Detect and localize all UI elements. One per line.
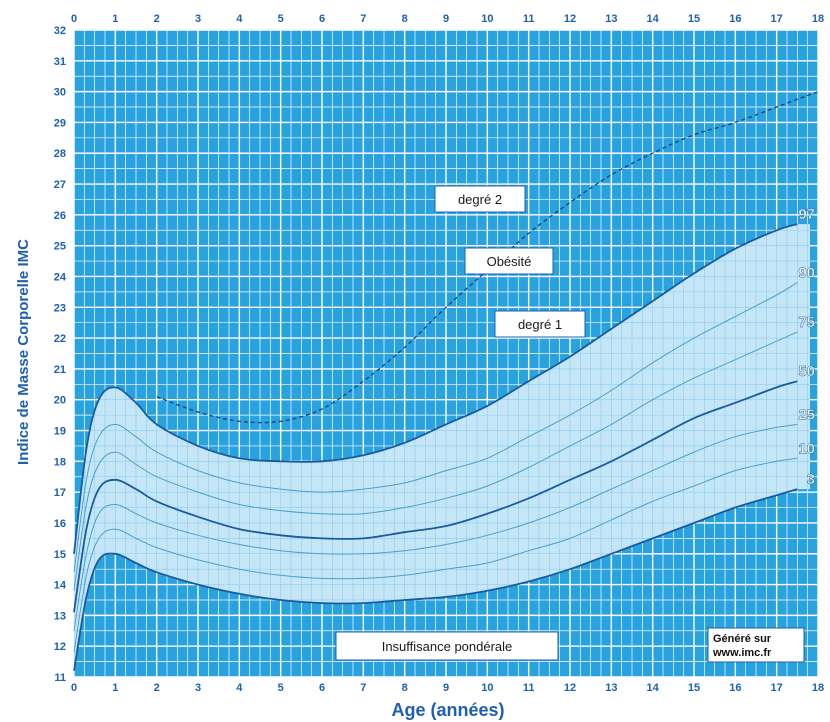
y-tick-label: 13: [54, 610, 66, 622]
x-tick-label-bottom: 5: [278, 682, 284, 694]
obesite-label: Obésité: [487, 254, 532, 269]
x-tick-labels-top: 0 1 2 3 4 5 6 7 8 9 10 11 12 13 14 15 16 17 18: [71, 13, 824, 25]
y-tick-label: 29: [54, 117, 66, 129]
x-tick-label-bottom: 10: [481, 682, 493, 694]
y-tick-label: 22: [54, 333, 66, 345]
percentile-50-line: [73, 380, 798, 613]
credit-line-2: www.imc.fr: [712, 647, 772, 659]
x-tick-label-top: 0: [71, 13, 77, 25]
y-tick-label: 15: [54, 549, 66, 561]
x-tick-label-bottom: 6: [319, 682, 325, 694]
y-tick-label: 31: [54, 56, 66, 68]
x-tick-label-bottom: 11: [523, 682, 535, 694]
percentile-50-label: 50: [798, 363, 815, 380]
y-tick-label: 21: [54, 364, 66, 376]
y-tick-label: 20: [54, 395, 66, 407]
x-tick-label-top: 16: [729, 13, 741, 25]
x-tick-label-top: 5: [278, 13, 284, 25]
y-tick-label: 16: [54, 518, 66, 530]
x-tick-label-top: 13: [605, 13, 617, 25]
percentile-3-label: 3: [807, 471, 815, 488]
x-tick-label-bottom: 15: [688, 682, 700, 694]
x-tick-label-bottom: 13: [605, 682, 617, 694]
percentile-25-label: 25: [798, 406, 815, 423]
y-tick-label: 26: [54, 210, 66, 222]
x-tick-label-top: 2: [154, 13, 160, 25]
y-tick-label: 19: [54, 426, 66, 438]
percentile-band: [74, 224, 810, 671]
x-tick-label-bottom: 0: [71, 682, 77, 694]
y-tick-label: 25: [54, 241, 66, 253]
y-tick-label: 27: [54, 179, 66, 191]
y-tick-label: 17: [54, 487, 66, 499]
percentile-75-line: [73, 331, 798, 591]
x-tick-label-bottom: 17: [771, 682, 783, 694]
insuffisance-annotation: Insuffisance pondérale: [335, 631, 559, 661]
y-tick-label: 14: [54, 580, 67, 592]
percentile-labels: 3 10 25 50 75 90 97: [798, 206, 815, 488]
y-axis-title: Indice de Masse Corporelle IMC: [15, 239, 32, 465]
percentile-3-line: [73, 488, 798, 671]
x-tick-label-top: 18: [812, 13, 824, 25]
x-tick-label-top: 1: [112, 13, 118, 25]
y-tick-label: 18: [54, 456, 66, 468]
degre2-annotation: degré 2: [434, 185, 526, 213]
y-tick-label: 32: [54, 25, 66, 37]
x-tick-label-bottom: 18: [812, 682, 824, 694]
x-tick-label-top: 9: [443, 13, 449, 25]
degre2-label: degré 2: [458, 192, 502, 207]
degre1-annotation: degré 1: [494, 310, 586, 338]
credit-annotation: Généré sur www.imc.fr: [707, 627, 805, 663]
x-tick-label-bottom: 16: [729, 682, 741, 694]
x-tick-label-top: 6: [319, 13, 325, 25]
x-tick-label-bottom: 9: [443, 682, 449, 694]
percentile-97-label: 97: [798, 206, 815, 223]
percentile-10-line: [73, 457, 798, 653]
x-tick-label-bottom: 8: [402, 682, 408, 694]
y-tick-label: 23: [54, 302, 66, 314]
x-tick-label-top: 17: [771, 13, 783, 25]
x-tick-label-bottom: 4: [236, 682, 243, 694]
x-tick-label-top: 3: [195, 13, 201, 25]
y-tick-label: 28: [54, 148, 66, 160]
percentile-10-label: 10: [798, 440, 815, 457]
x-tick-label-bottom: 3: [195, 682, 201, 694]
x-tick-label-bottom: 2: [154, 682, 160, 694]
obesite-annotation: Obésité: [464, 247, 554, 275]
y-tick-label: 30: [54, 87, 66, 99]
x-tick-label-top: 7: [360, 13, 366, 25]
percentile-90-line: [73, 282, 798, 573]
x-tick-label-bottom: 1: [112, 682, 118, 694]
y-tick-label: 24: [54, 271, 67, 283]
insuffisance-label: Insuffisance pondérale: [382, 639, 513, 654]
percentile-90-label: 90: [798, 265, 815, 282]
x-tick-labels-bottom: 0 1 2 3 4 5 6 7 8 9 10 11 12 13 14 15 16 17 18: [71, 682, 824, 694]
y-tick-label: 12: [54, 641, 66, 653]
x-tick-label-bottom: 7: [360, 682, 366, 694]
x-tick-label-top: 10: [481, 13, 493, 25]
x-axis-title: Age (années): [391, 700, 504, 720]
percentile-lines: [73, 90, 819, 671]
x-tick-label-top: 15: [688, 13, 700, 25]
x-tick-label-top: 12: [564, 13, 576, 25]
percentile-97-line: [73, 223, 798, 554]
credit-line-1: Généré sur: [713, 633, 772, 645]
x-tick-label-top: 8: [402, 13, 408, 25]
x-tick-label-bottom: 14: [647, 682, 660, 694]
x-tick-label-top: 14: [647, 13, 660, 25]
degre1-label: degré 1: [518, 317, 562, 332]
x-tick-label-top: 11: [523, 13, 535, 25]
percentile-25-line: [73, 423, 798, 631]
x-tick-label-bottom: 12: [564, 682, 576, 694]
y-tick-labels: 11 12 13 14 15 16 17 18 19 20 21 22 23 24 25 26 27 28 29 30…: [54, 25, 67, 684]
x-tick-label-top: 4: [236, 13, 243, 25]
y-tick-label: 11: [54, 672, 66, 684]
percentile-75-label: 75: [798, 314, 815, 331]
